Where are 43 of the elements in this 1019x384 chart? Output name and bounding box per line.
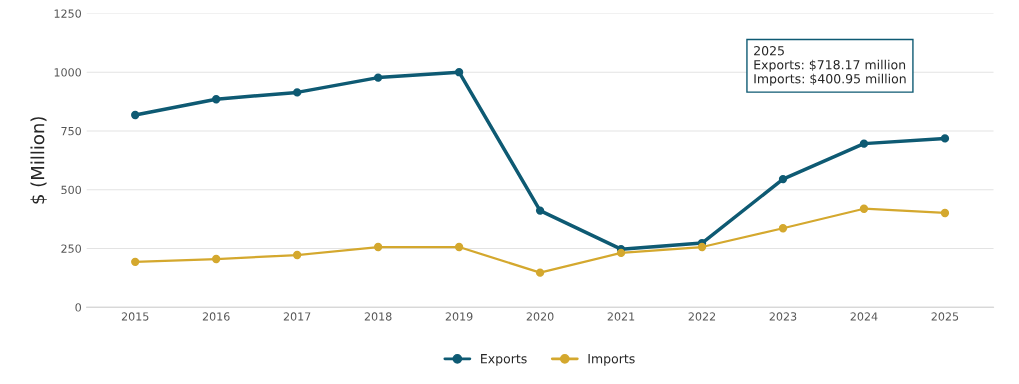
point <box>212 254 221 264</box>
x-tick-label: 2016 <box>202 312 230 321</box>
point <box>859 204 869 213</box>
point <box>292 88 302 97</box>
x-tick-label: 2015 <box>121 312 149 321</box>
x-tick-label: 2023 <box>769 312 797 321</box>
point <box>454 242 464 252</box>
annotation: Exports: $718.17 million <box>754 59 906 72</box>
y-tick-label: 1250 <box>54 9 82 18</box>
legend-label: Exports <box>481 354 527 366</box>
legend-label: Imports <box>588 354 635 366</box>
point <box>212 95 221 104</box>
y-tick-label: 500 <box>61 185 82 195</box>
y-tick-label: 0 <box>75 303 82 312</box>
x-tick-label: 2020 <box>526 312 554 321</box>
point <box>454 68 464 77</box>
point <box>859 139 869 148</box>
point <box>373 242 383 252</box>
point <box>535 268 545 277</box>
x-tick-label: 2024 <box>850 312 878 321</box>
point <box>697 242 707 252</box>
y-tick-label: 1000 <box>54 68 82 77</box>
x-tick-label: 2025 <box>931 312 959 321</box>
annotation: 2025 <box>754 45 784 56</box>
x-tick-label: 2018 <box>364 312 392 321</box>
x-tick-label: 2019 <box>445 312 473 321</box>
y-tick-label: 750 <box>61 126 82 136</box>
point <box>940 134 950 143</box>
point <box>373 73 383 82</box>
x-tick-label: 2017 <box>283 312 311 321</box>
y-axis-title: $ (Million) <box>30 117 47 204</box>
point <box>535 206 545 215</box>
point <box>616 248 626 258</box>
point <box>940 208 950 218</box>
x-tick-label: 2022 <box>688 312 716 321</box>
point <box>778 174 788 184</box>
annotation: Imports: $400.95 million <box>754 73 906 86</box>
point <box>131 257 140 267</box>
point <box>131 110 140 120</box>
point <box>292 250 302 260</box>
x-tick-label: 2021 <box>607 312 635 321</box>
y-tick-label: 250 <box>61 244 82 253</box>
point <box>778 224 788 233</box>
